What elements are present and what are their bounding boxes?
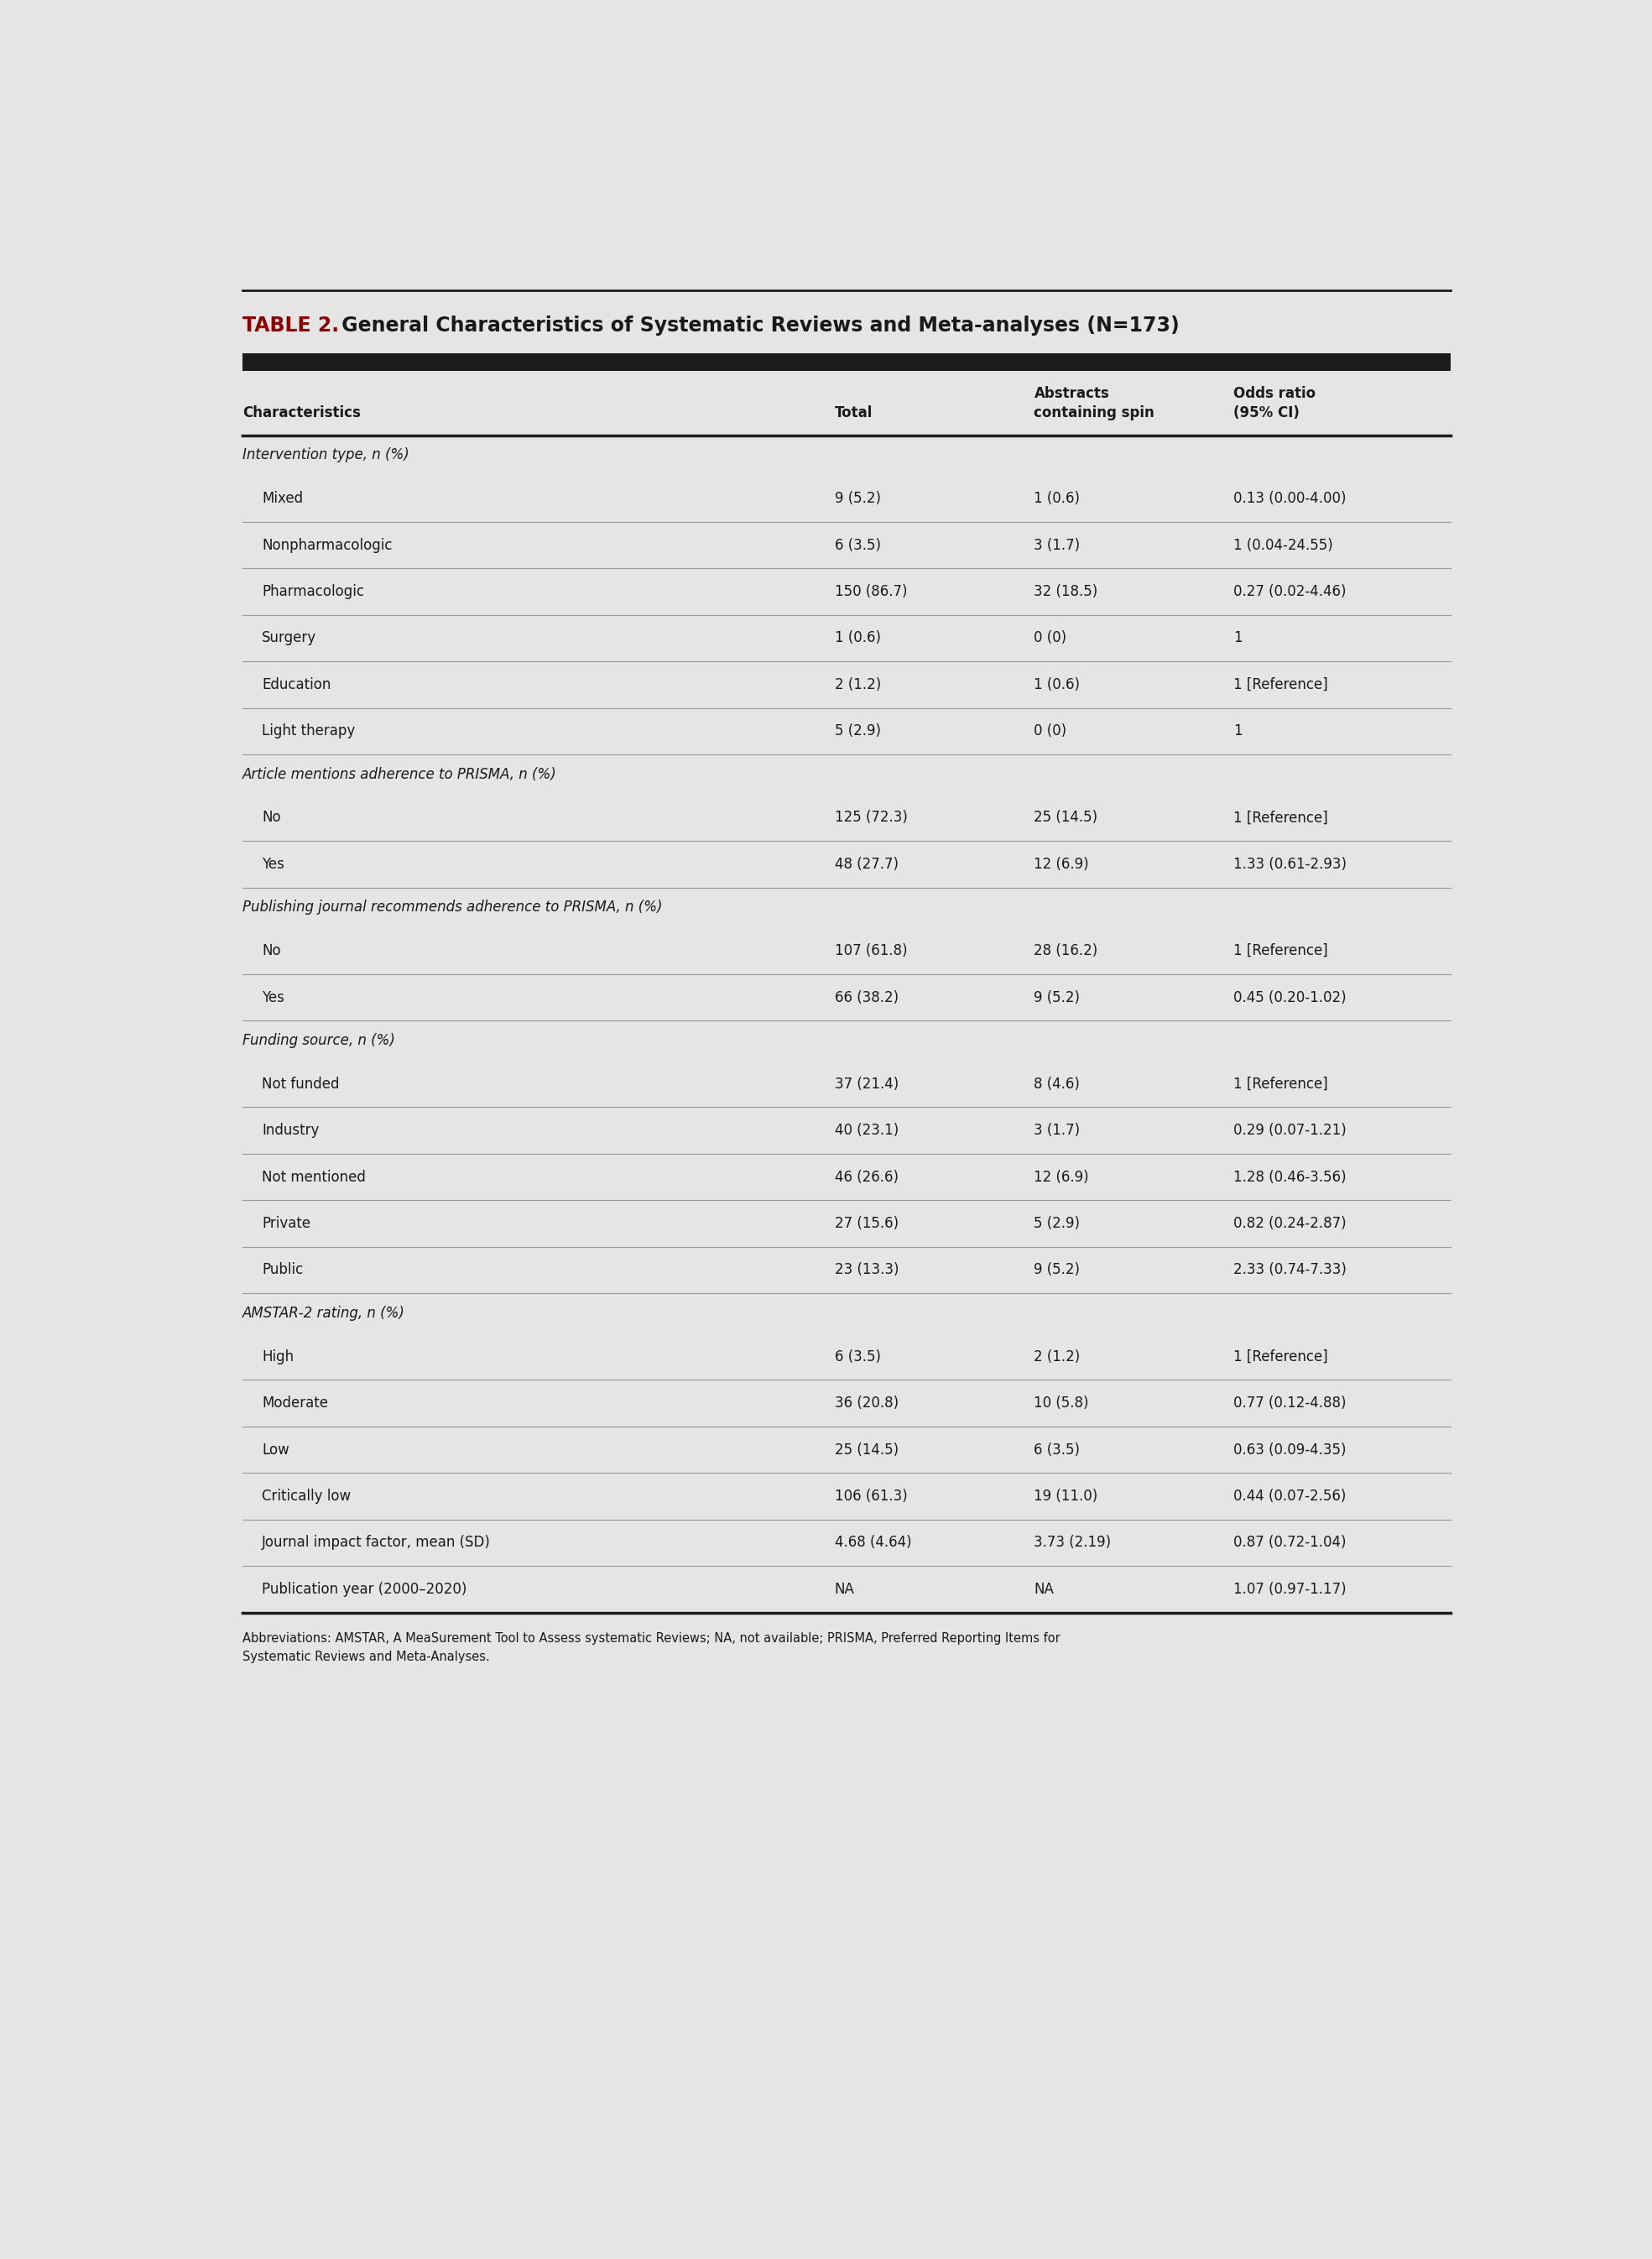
Text: Characteristics: Characteristics	[243, 404, 360, 420]
Bar	[243, 352, 1450, 370]
Text: 1 [Reference]: 1 [Reference]	[1234, 811, 1328, 825]
Text: 0.77 (0.12-4.88): 0.77 (0.12-4.88)	[1234, 1396, 1346, 1410]
Text: Yes: Yes	[261, 989, 284, 1005]
Text: General Characteristics of Systematic Reviews and Meta-analyses (N=173): General Characteristics of Systematic Re…	[335, 316, 1180, 337]
Text: 125 (72.3): 125 (72.3)	[834, 811, 907, 825]
Text: 10 (5.8): 10 (5.8)	[1034, 1396, 1089, 1410]
Text: 5 (2.9): 5 (2.9)	[834, 723, 881, 739]
Text: Pharmacologic: Pharmacologic	[261, 585, 363, 599]
Text: TABLE 2.: TABLE 2.	[243, 316, 339, 337]
Text: 25 (14.5): 25 (14.5)	[1034, 811, 1099, 825]
Text: 1 [Reference]: 1 [Reference]	[1234, 944, 1328, 958]
Text: Education: Education	[261, 678, 330, 691]
Text: 106 (61.3): 106 (61.3)	[834, 1489, 907, 1504]
Text: Total: Total	[834, 404, 872, 420]
Text: 0.27 (0.02-4.46): 0.27 (0.02-4.46)	[1234, 585, 1346, 599]
Text: 1 (0.6): 1 (0.6)	[1034, 678, 1080, 691]
Text: (95% CI): (95% CI)	[1234, 404, 1300, 420]
Text: 66 (38.2): 66 (38.2)	[834, 989, 899, 1005]
Text: Nonpharmacologic: Nonpharmacologic	[261, 538, 392, 553]
Text: 12 (6.9): 12 (6.9)	[1034, 856, 1089, 872]
Text: 4.68 (4.64): 4.68 (4.64)	[834, 1536, 912, 1550]
Text: Private: Private	[261, 1215, 311, 1231]
Text: containing spin: containing spin	[1034, 404, 1155, 420]
Text: 1.28 (0.46-3.56): 1.28 (0.46-3.56)	[1234, 1170, 1346, 1184]
Text: No: No	[261, 944, 281, 958]
Text: Odds ratio: Odds ratio	[1234, 386, 1315, 402]
Text: Industry: Industry	[261, 1123, 319, 1139]
Text: 8 (4.6): 8 (4.6)	[1034, 1075, 1080, 1091]
Text: 1 [Reference]: 1 [Reference]	[1234, 1349, 1328, 1364]
Text: 0 (0): 0 (0)	[1034, 723, 1067, 739]
Text: 48 (27.7): 48 (27.7)	[834, 856, 899, 872]
Text: 0.29 (0.07-1.21): 0.29 (0.07-1.21)	[1234, 1123, 1346, 1139]
Text: 1 [Reference]: 1 [Reference]	[1234, 1075, 1328, 1091]
Text: 150 (86.7): 150 (86.7)	[834, 585, 907, 599]
Text: 36 (20.8): 36 (20.8)	[834, 1396, 899, 1410]
Text: 3.73 (2.19): 3.73 (2.19)	[1034, 1536, 1112, 1550]
Text: Light therapy: Light therapy	[261, 723, 355, 739]
Text: 9 (5.2): 9 (5.2)	[1034, 1263, 1080, 1279]
Text: Mixed: Mixed	[261, 490, 302, 506]
Text: Yes: Yes	[261, 856, 284, 872]
Text: 0.63 (0.09-4.35): 0.63 (0.09-4.35)	[1234, 1441, 1346, 1457]
Text: Surgery: Surgery	[261, 630, 317, 646]
Text: 1 (0.6): 1 (0.6)	[1034, 490, 1080, 506]
Text: 40 (23.1): 40 (23.1)	[834, 1123, 899, 1139]
Text: Moderate: Moderate	[261, 1396, 329, 1410]
Text: 19 (11.0): 19 (11.0)	[1034, 1489, 1099, 1504]
Text: 9 (5.2): 9 (5.2)	[834, 490, 881, 506]
Text: 32 (18.5): 32 (18.5)	[1034, 585, 1099, 599]
Text: 1.33 (0.61-2.93): 1.33 (0.61-2.93)	[1234, 856, 1346, 872]
Text: 27 (15.6): 27 (15.6)	[834, 1215, 899, 1231]
Text: 6 (3.5): 6 (3.5)	[1034, 1441, 1080, 1457]
Text: 46 (26.6): 46 (26.6)	[834, 1170, 899, 1184]
Text: 5 (2.9): 5 (2.9)	[1034, 1215, 1080, 1231]
Text: 1 (0.6): 1 (0.6)	[834, 630, 881, 646]
Text: 25 (14.5): 25 (14.5)	[834, 1441, 899, 1457]
Text: NA: NA	[834, 1581, 854, 1597]
Text: NA: NA	[1034, 1581, 1054, 1597]
Text: 9 (5.2): 9 (5.2)	[1034, 989, 1080, 1005]
Text: Publication year (2000–2020): Publication year (2000–2020)	[261, 1581, 468, 1597]
Text: 0.13 (0.00-4.00): 0.13 (0.00-4.00)	[1234, 490, 1346, 506]
Text: Intervention type, n (%): Intervention type, n (%)	[243, 447, 410, 463]
Text: Funding source, n (%): Funding source, n (%)	[243, 1032, 395, 1048]
Text: High: High	[261, 1349, 294, 1364]
Text: 3 (1.7): 3 (1.7)	[1034, 1123, 1080, 1139]
Text: Public: Public	[261, 1263, 302, 1279]
Text: 0.44 (0.07-2.56): 0.44 (0.07-2.56)	[1234, 1489, 1346, 1504]
Text: 28 (16.2): 28 (16.2)	[1034, 944, 1099, 958]
Text: 0.45 (0.20-1.02): 0.45 (0.20-1.02)	[1234, 989, 1346, 1005]
Text: 2.33 (0.74-7.33): 2.33 (0.74-7.33)	[1234, 1263, 1346, 1279]
Text: 1.07 (0.97-1.17): 1.07 (0.97-1.17)	[1234, 1581, 1346, 1597]
Text: Abstracts: Abstracts	[1034, 386, 1108, 402]
Text: 6 (3.5): 6 (3.5)	[834, 1349, 881, 1364]
Text: 1 (0.04-24.55): 1 (0.04-24.55)	[1234, 538, 1333, 553]
Text: 1: 1	[1234, 723, 1242, 739]
Text: Not mentioned: Not mentioned	[261, 1170, 365, 1184]
Text: Journal impact factor, mean (SD): Journal impact factor, mean (SD)	[261, 1536, 491, 1550]
Text: 0.87 (0.72-1.04): 0.87 (0.72-1.04)	[1234, 1536, 1346, 1550]
Text: 0.82 (0.24-2.87): 0.82 (0.24-2.87)	[1234, 1215, 1346, 1231]
Text: 1 [Reference]: 1 [Reference]	[1234, 678, 1328, 691]
Text: 1: 1	[1234, 630, 1242, 646]
Text: 37 (21.4): 37 (21.4)	[834, 1075, 899, 1091]
Text: 6 (3.5): 6 (3.5)	[834, 538, 881, 553]
Text: Publishing journal recommends adherence to PRISMA, n (%): Publishing journal recommends adherence …	[243, 899, 662, 915]
Text: Article mentions adherence to PRISMA, n (%): Article mentions adherence to PRISMA, n …	[243, 766, 557, 782]
Text: 23 (13.3): 23 (13.3)	[834, 1263, 899, 1279]
Text: Low: Low	[261, 1441, 289, 1457]
Text: 0 (0): 0 (0)	[1034, 630, 1067, 646]
Text: Critically low: Critically low	[261, 1489, 350, 1504]
Text: 2 (1.2): 2 (1.2)	[834, 678, 881, 691]
Text: Abbreviations: AMSTAR, A MeaSurement Tool to Assess systematic Reviews; NA, not : Abbreviations: AMSTAR, A MeaSurement Too…	[243, 1631, 1061, 1663]
Text: 107 (61.8): 107 (61.8)	[834, 944, 907, 958]
Text: Not funded: Not funded	[261, 1075, 339, 1091]
Text: No: No	[261, 811, 281, 825]
Text: 3 (1.7): 3 (1.7)	[1034, 538, 1080, 553]
Text: AMSTAR-2 rating, n (%): AMSTAR-2 rating, n (%)	[243, 1306, 405, 1322]
Text: 12 (6.9): 12 (6.9)	[1034, 1170, 1089, 1184]
Text: 2 (1.2): 2 (1.2)	[1034, 1349, 1080, 1364]
